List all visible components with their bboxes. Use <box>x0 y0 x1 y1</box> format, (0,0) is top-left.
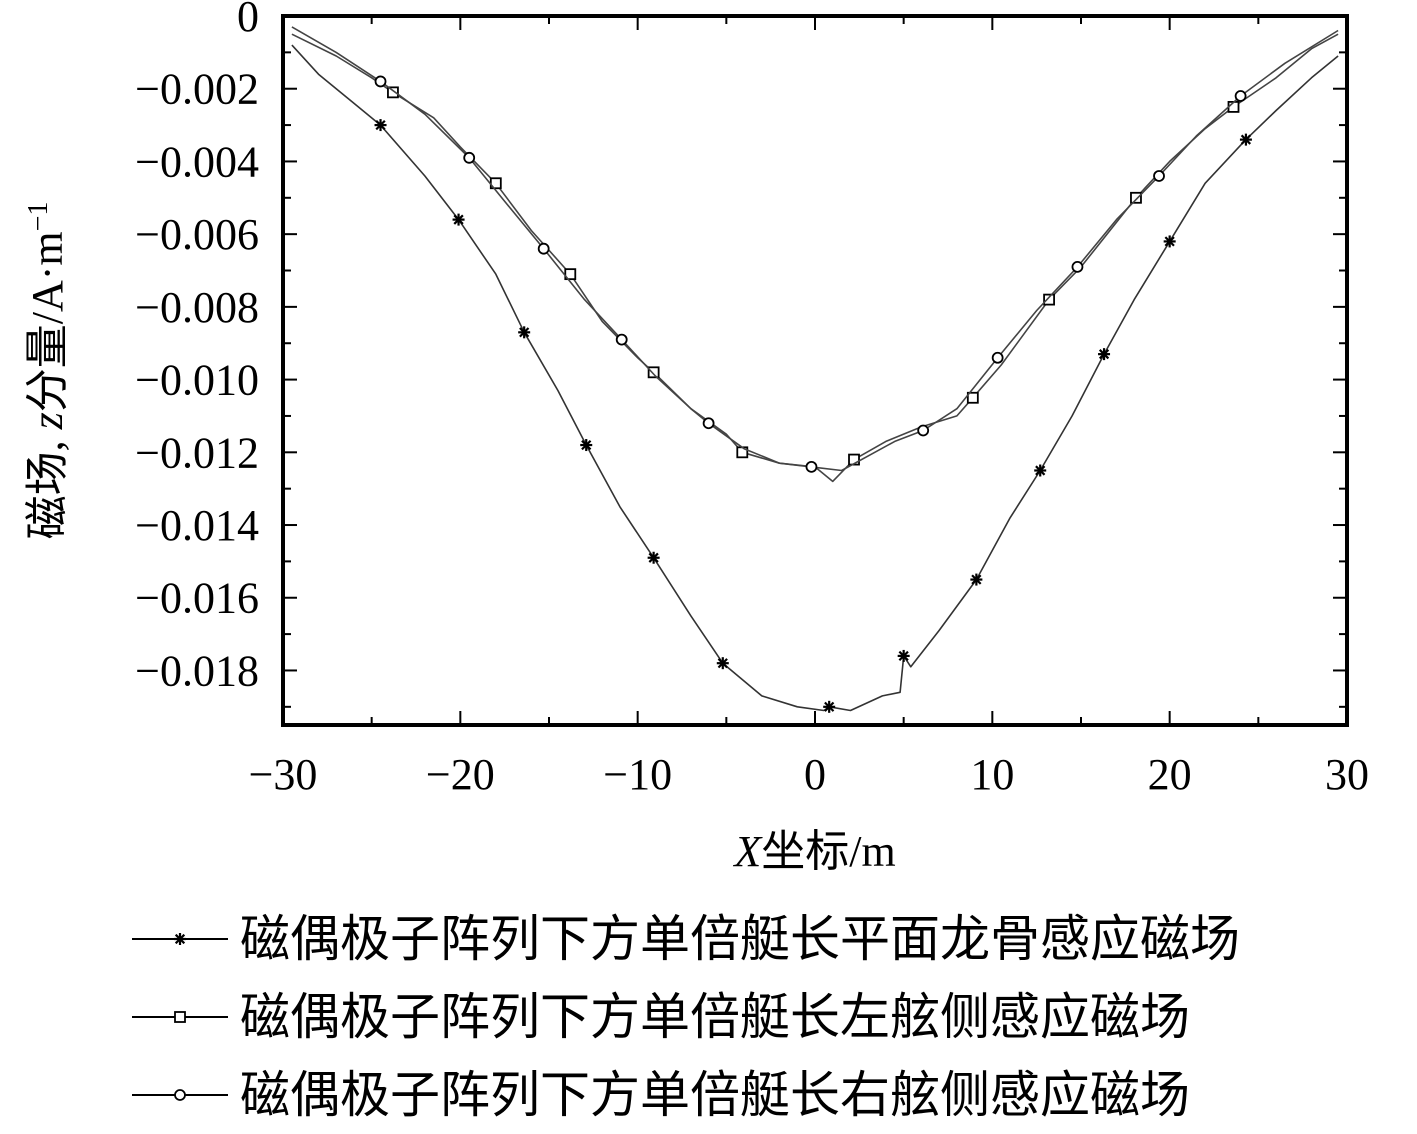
data-point-square <box>966 391 979 404</box>
data-point-asterisk <box>823 700 836 713</box>
data-point-asterisk <box>1098 348 1111 361</box>
data-point-asterisk <box>1239 133 1252 146</box>
x-axis-title: X坐标/m <box>732 827 895 876</box>
y-tick-label: −0.002 <box>135 65 259 114</box>
legend-label-starboard: 磁偶极子阵列下方单倍艇长右舷侧感应磁场 <box>240 1066 1190 1124</box>
data-point-square <box>1130 191 1142 204</box>
data-point-circle <box>1153 170 1165 182</box>
data-point-asterisk <box>518 326 531 339</box>
series-line-asterisk <box>291 44 1339 712</box>
y-axis-title: 磁场, z分量/A·m−1 <box>23 202 73 540</box>
y-axis-title-rest: 分量/A·m <box>23 231 72 412</box>
legend-label-keel: 磁偶极子阵列下方单倍艇长平面龙骨感应磁场 <box>240 910 1240 968</box>
data-point-circle <box>1071 260 1084 273</box>
data-point-asterisk <box>897 649 910 662</box>
plot-frame <box>281 14 1349 727</box>
legend-item-port: 磁偶极子阵列下方单倍艇长左舷侧感应磁场 <box>132 978 1240 1056</box>
data-point-circle <box>991 351 1004 364</box>
y-tick-label: −0.010 <box>135 356 259 405</box>
data-point-asterisk <box>716 657 729 670</box>
data-point-circle <box>1234 90 1247 102</box>
legend-swatch-circle <box>132 1089 228 1101</box>
y-tick-label: −0.008 <box>135 283 259 332</box>
series-asterisk <box>291 44 1339 713</box>
data-point-asterisk <box>452 213 465 226</box>
y-axis-title-sup: −1 <box>23 202 54 232</box>
legend-label-port: 磁偶极子阵列下方单倍艇长左舷侧感应磁场 <box>240 988 1190 1046</box>
legend-item-keel: 磁偶极子阵列下方单倍艇长平面龙骨感应磁场 <box>132 900 1240 978</box>
series-line-circle <box>291 26 1339 472</box>
series-line-square <box>291 33 1339 483</box>
x-axis-title-rest: 坐标/m <box>761 827 895 876</box>
x-tick-label: 10 <box>970 750 1014 799</box>
x-tick-label: −30 <box>249 750 318 799</box>
y-tick-label: −0.016 <box>135 574 259 623</box>
y-tick-label: −0.006 <box>135 210 259 259</box>
legend-swatch-square <box>132 1011 228 1023</box>
y-axis-title-italic: z <box>23 412 72 430</box>
x-tick-label: 20 <box>1148 750 1192 799</box>
data-point-square <box>564 268 577 281</box>
legend-swatch-marker <box>174 1011 186 1023</box>
data-point-circle <box>537 242 550 255</box>
data-point-circle <box>463 151 476 164</box>
series-square <box>291 33 1339 483</box>
data-point-asterisk <box>647 551 660 564</box>
data-point-asterisk <box>580 439 593 452</box>
data-point-circle <box>917 424 930 437</box>
data-point-square <box>647 366 660 379</box>
x-tick-label: 30 <box>1325 750 1369 799</box>
x-tick-label: −20 <box>426 750 495 799</box>
y-tick-label: −0.014 <box>135 501 259 550</box>
data-point-asterisk <box>970 573 983 586</box>
data-point-asterisk <box>374 119 387 132</box>
legend-swatch-marker <box>174 1089 186 1101</box>
data-point-asterisk <box>1034 464 1047 477</box>
data-point-asterisk <box>1163 235 1176 248</box>
series-circle <box>291 26 1339 473</box>
legend-swatch-asterisk <box>132 933 228 945</box>
legend: 磁偶极子阵列下方单倍艇长平面龙骨感应磁场 磁偶极子阵列下方单倍艇长左舷侧感应磁场… <box>132 900 1240 1134</box>
x-tick-label: −10 <box>603 750 672 799</box>
data-point-square <box>387 86 399 99</box>
x-axis-title-italic: X <box>732 827 763 876</box>
y-tick-label: −0.018 <box>135 646 259 695</box>
data-point-circle <box>615 333 628 346</box>
data-point-circle <box>702 417 715 430</box>
data-point-circle <box>374 75 387 88</box>
legend-item-starboard: 磁偶极子阵列下方单倍艇长右舷侧感应磁场 <box>132 1056 1240 1134</box>
series-group <box>291 26 1339 713</box>
y-tick-label: −0.012 <box>135 428 259 477</box>
data-point-square <box>1043 293 1055 306</box>
chart: −30 −20 −10 0 10 20 30 0 −0.002 −0.004 −0.006 −0.00… <box>23 0 1370 876</box>
data-point-circle <box>805 460 818 473</box>
y-axis-title-prefix: 磁场, <box>23 429 72 539</box>
y-tick-label: 0 <box>237 0 259 41</box>
y-tick-label: −0.004 <box>135 137 259 186</box>
legend-swatch-marker <box>174 933 186 945</box>
ticks-group: −30 −20 −10 0 10 20 30 0 −0.002 −0.004 −0.006 −0.00… <box>135 0 1369 799</box>
x-tick-label: 0 <box>804 750 826 799</box>
